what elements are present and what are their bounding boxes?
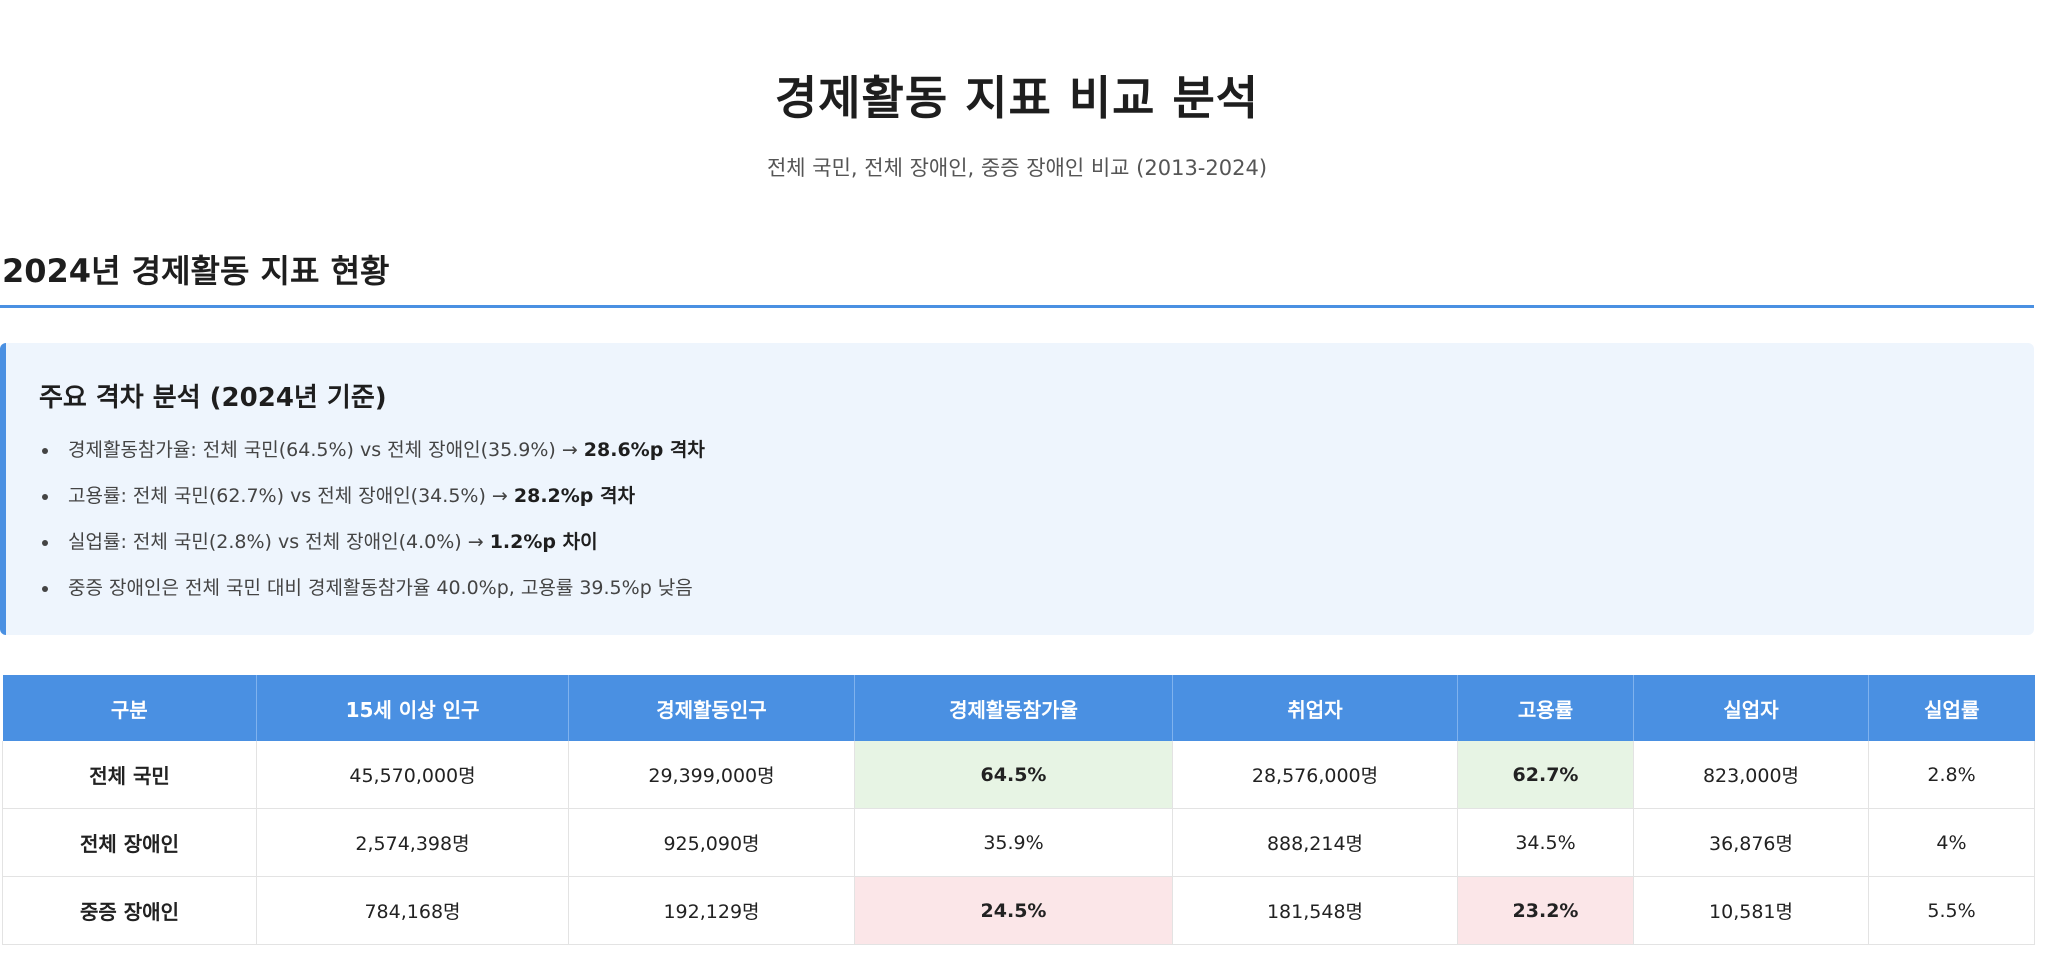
table-cell: 34.5% (1457, 808, 1634, 877)
page-subtitle: 전체 국민, 전체 장애인, 중증 장애인 비교 (2013-2024) (766, 156, 1268, 180)
table-cell: 10,581명 (1633, 876, 1869, 945)
gap-analysis-list: 경제활동참가율: 전체 국민(64.5%) vs 전체 장애인(35.9%) →… (36, 427, 705, 611)
table-cell: 784,168명 (256, 876, 569, 945)
page-title: 경제활동 지표 비교 분석 (774, 71, 1260, 125)
gap-item: 중증 장애인은 전체 국민 대비 경제활동참가율 40.0%p, 고용률 39.… (36, 565, 705, 611)
table-cell-highlight-low: 24.5% (854, 876, 1173, 945)
indicator-table: 구분 15세 이상 인구 경제활동인구 경제활동참가율 취업자 고용률 실업자 … (2, 675, 2035, 945)
table-cell: 192,129명 (568, 876, 855, 945)
gap-item-emphasis: 28.2%p 격차 (513, 485, 635, 507)
table-cell: 925,090명 (568, 808, 855, 877)
column-header: 실업률 (1868, 675, 2035, 741)
gap-analysis-title: 주요 격차 분석 (2024년 기준) (39, 383, 387, 413)
table-row: 전체 국민 45,570,000명 29,399,000명 64.5% 28,5… (2, 741, 2035, 809)
gap-item-emphasis: 28.6%p 격차 (583, 439, 705, 461)
table-cell: 823,000명 (1633, 741, 1869, 809)
table-row: 전체 장애인 2,574,398명 925,090명 35.9% 888,214… (2, 808, 2035, 877)
table-cell: 5.5% (1868, 876, 2035, 945)
table-cell-highlight-low: 23.2% (1457, 876, 1634, 945)
table-cell: 28,576,000명 (1172, 741, 1458, 809)
row-label: 전체 국민 (2, 741, 257, 809)
section-divider (0, 305, 2034, 308)
gap-item-text: 경제활동참가율: 전체 국민(64.5%) vs 전체 장애인(35.9%) → (68, 439, 584, 461)
table-cell: 2,574,398명 (256, 808, 569, 877)
table-cell: 36,876명 (1633, 808, 1869, 877)
table-cell-highlight-high: 62.7% (1457, 741, 1634, 809)
gap-item-text: 고용률: 전체 국민(62.7%) vs 전체 장애인(34.5%) → (68, 485, 514, 507)
gap-item: 고용률: 전체 국민(62.7%) vs 전체 장애인(34.5%) → 28.… (36, 473, 705, 519)
row-label: 전체 장애인 (2, 808, 257, 877)
column-header: 경제활동인구 (568, 675, 855, 741)
row-label: 중증 장애인 (2, 876, 257, 945)
table-cell: 888,214명 (1172, 808, 1458, 877)
table-cell: 4% (1868, 808, 2035, 877)
gap-item-emphasis: 1.2%p 차이 (489, 531, 598, 553)
table-header-row: 구분 15세 이상 인구 경제활동인구 경제활동참가율 취업자 고용률 실업자 … (2, 675, 2035, 741)
column-header: 경제활동참가율 (854, 675, 1173, 741)
column-header: 취업자 (1172, 675, 1458, 741)
gap-item-text: 실업률: 전체 국민(2.8%) vs 전체 장애인(4.0%) → (68, 531, 490, 553)
gap-item: 경제활동참가율: 전체 국민(64.5%) vs 전체 장애인(35.9%) →… (36, 427, 705, 473)
table-cell-highlight-high: 64.5% (854, 741, 1173, 809)
column-header: 구분 (2, 675, 257, 741)
gap-item-text: 중증 장애인은 전체 국민 대비 경제활동참가율 40.0%p, 고용률 39.… (68, 577, 693, 599)
table-cell: 181,548명 (1172, 876, 1458, 945)
table-cell: 29,399,000명 (568, 741, 855, 809)
column-header: 15세 이상 인구 (256, 675, 569, 741)
gap-item: 실업률: 전체 국민(2.8%) vs 전체 장애인(4.0%) → 1.2%p… (36, 519, 705, 565)
column-header: 실업자 (1633, 675, 1869, 741)
table-cell: 45,570,000명 (256, 741, 569, 809)
gap-analysis-box: 주요 격차 분석 (2024년 기준) 경제활동참가율: 전체 국민(64.5%… (0, 343, 2034, 635)
section-title: 2024년 경제활동 지표 현황 (2, 252, 390, 290)
table-cell: 2.8% (1868, 741, 2035, 809)
column-header: 고용률 (1457, 675, 1634, 741)
table-cell: 35.9% (854, 808, 1173, 877)
table-row: 중증 장애인 784,168명 192,129명 24.5% 181,548명 … (2, 876, 2035, 945)
